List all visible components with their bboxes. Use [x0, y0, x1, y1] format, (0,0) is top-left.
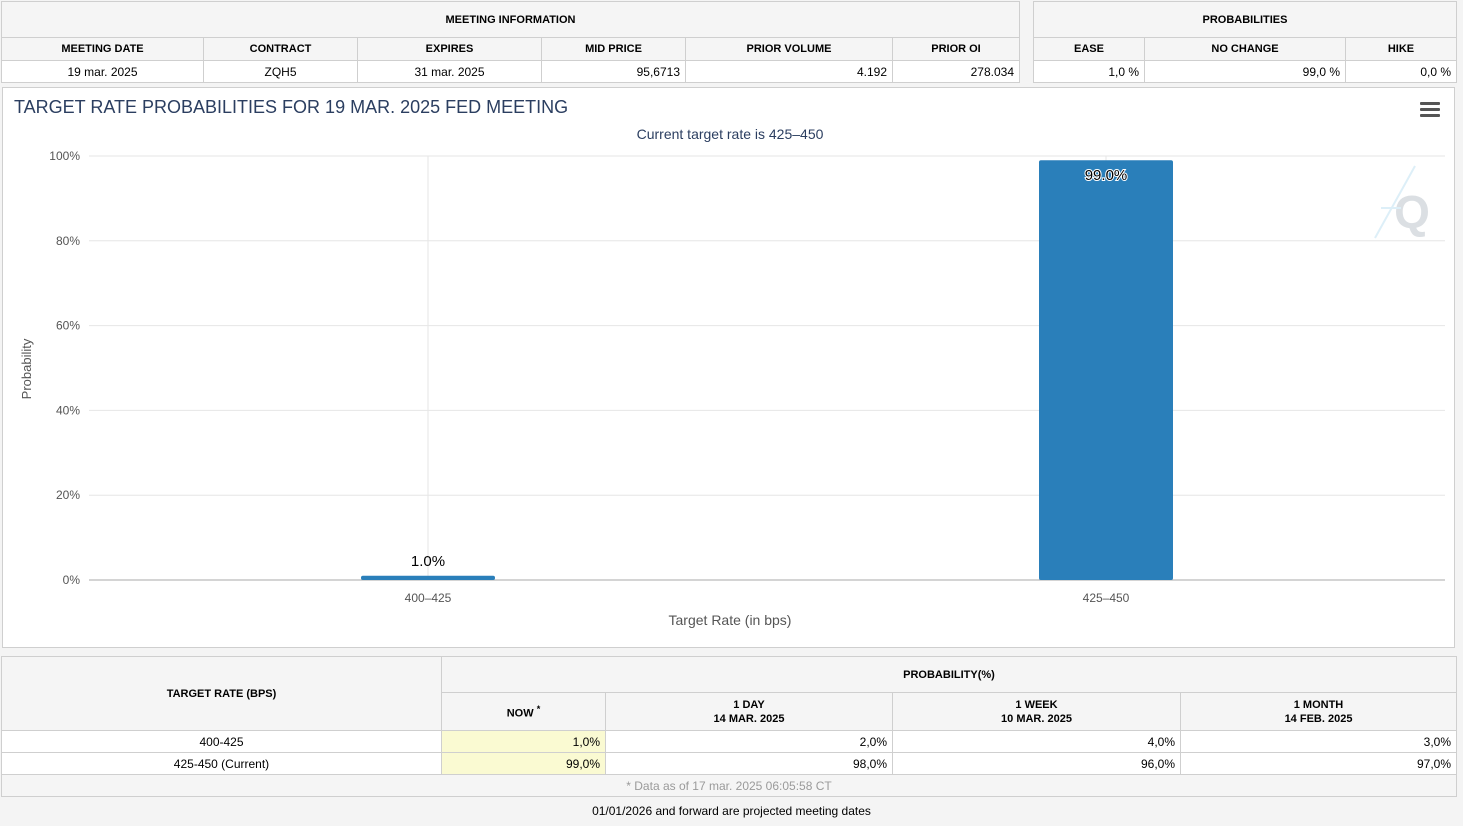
- chart-subtitle: Current target rate is 425–450: [637, 126, 824, 142]
- y-tick-label: 0%: [63, 573, 81, 587]
- week-value: 96,0%: [892, 752, 1181, 775]
- col-no-change: NO CHANGE: [1144, 37, 1346, 61]
- meeting-info-title: MEETING INFORMATION: [1, 1, 1020, 38]
- period-label: 1 WEEK: [1015, 698, 1058, 711]
- period-date: 14 FEB. 2025: [1284, 712, 1353, 725]
- data-label: 1.0%: [411, 553, 445, 570]
- day-value: 2,0%: [605, 730, 893, 753]
- data-label: 99.0%: [1085, 167, 1128, 184]
- period-label: 1 MONTH: [1293, 698, 1344, 711]
- contract-value: ZQH5: [203, 60, 358, 83]
- month-value: 97,0%: [1180, 752, 1457, 775]
- col-target-rate: TARGET RATE (BPS): [1, 656, 442, 731]
- col-hike: HIKE: [1345, 37, 1457, 61]
- hike-value: 0,0 %: [1345, 60, 1457, 83]
- rate-label: 425-450 (Current): [1, 752, 442, 775]
- probabilities-row: 1,0 % 99,0 % 0,0 %: [1033, 60, 1457, 83]
- data-timestamp-note: * Data as of 17 mar. 2025 06:05:58 CT: [1, 774, 1457, 797]
- col-mid-price: MID PRICE: [541, 37, 686, 61]
- rate-label: 400-425: [1, 730, 442, 753]
- probabilities-title: PROBABILITIES: [1033, 1, 1457, 38]
- col-meeting-date: MEETING DATE: [1, 37, 204, 61]
- chart-title: TARGET RATE PROBABILITIES FOR 19 MAR. 20…: [14, 97, 568, 117]
- y-tick-label: 20%: [56, 488, 80, 502]
- table-row: 400-425 1,0% 2,0% 4,0% 3,0%: [1, 730, 1457, 753]
- col-expires: EXPIRES: [357, 37, 542, 61]
- y-axis-ticks: 0% 20% 40% 60% 80% 100%: [49, 149, 80, 587]
- target-rate-table: TARGET RATE (BPS) PROBABILITY(%) NOW * 1…: [1, 656, 1457, 797]
- x-tick-label: 400–425: [405, 591, 452, 605]
- col-prior-volume: PRIOR VOLUME: [685, 37, 893, 61]
- bar-425–450[interactable]: [1039, 160, 1173, 580]
- prior-volume-value: 4.192: [685, 60, 893, 83]
- meeting-info-row: 19 mar. 2025 ZQH5 31 mar. 2025 95,6713 4…: [1, 60, 1020, 83]
- x-axis-ticks: 400–425 425–450: [405, 591, 1130, 605]
- now-value: 1,0%: [441, 730, 606, 753]
- probability-group-header: PROBABILITY(%): [441, 656, 1457, 693]
- col-1-day: 1 DAY 14 MAR. 2025: [605, 692, 893, 731]
- meeting-date-value: 19 mar. 2025: [1, 60, 204, 83]
- col-ease: EASE: [1033, 37, 1145, 61]
- period-label: 1 DAY: [733, 698, 765, 711]
- chart-panel: TARGET RATE PROBABILITIES FOR 19 MAR. 20…: [2, 87, 1455, 648]
- ease-value: 1,0 %: [1033, 60, 1145, 83]
- projected-dates-note: 01/01/2026 and forward are projected mee…: [592, 804, 871, 818]
- col-1-week: 1 WEEK 10 MAR. 2025: [892, 692, 1181, 731]
- no-change-value: 99,0 %: [1144, 60, 1346, 83]
- bars: 1.0% 99.0%: [361, 160, 1173, 580]
- y-tick-label: 40%: [56, 403, 80, 417]
- now-value: 99,0%: [441, 752, 606, 775]
- day-value: 98,0%: [605, 752, 893, 775]
- grid-lines: [89, 155, 1445, 581]
- y-tick-label: 80%: [56, 234, 80, 248]
- month-value: 3,0%: [1180, 730, 1457, 753]
- week-value: 4,0%: [892, 730, 1181, 753]
- period-date: 10 MAR. 2025: [1001, 712, 1072, 725]
- now-label: NOW: [506, 707, 534, 720]
- col-contract: CONTRACT: [203, 37, 358, 61]
- prior-oi-value: 278.034: [892, 60, 1020, 83]
- col-prior-oi: PRIOR OI: [892, 37, 1020, 61]
- y-tick-label: 100%: [49, 149, 80, 163]
- hamburger-menu-icon[interactable]: [1420, 102, 1440, 118]
- x-axis-label: Target Rate (in bps): [669, 612, 792, 628]
- col-1-month: 1 MONTH 14 FEB. 2025: [1180, 692, 1457, 731]
- meeting-info-table: MEETING INFORMATION MEETING DATE CONTRAC…: [1, 1, 1020, 83]
- table-row: 425-450 (Current) 99,0% 98,0% 96,0% 97,0…: [1, 752, 1457, 775]
- col-now: NOW *: [441, 692, 606, 731]
- expires-value: 31 mar. 2025: [357, 60, 542, 83]
- y-tick-label: 60%: [56, 319, 80, 333]
- q-logo-icon: Q: [1374, 165, 1430, 239]
- svg-text:Q: Q: [1394, 186, 1430, 238]
- probabilities-table: PROBABILITIES EASE NO CHANGE HIKE 1,0 % …: [1033, 1, 1457, 83]
- mid-price-value: 95,6713: [541, 60, 686, 83]
- y-axis-label: Probability: [19, 338, 34, 399]
- probability-chart: TARGET RATE PROBABILITIES FOR 19 MAR. 20…: [14, 97, 1445, 628]
- bar-400–425[interactable]: [361, 575, 495, 580]
- now-asterisk: *: [536, 704, 541, 715]
- x-tick-label: 425–450: [1083, 591, 1130, 605]
- period-date: 14 MAR. 2025: [713, 712, 785, 725]
